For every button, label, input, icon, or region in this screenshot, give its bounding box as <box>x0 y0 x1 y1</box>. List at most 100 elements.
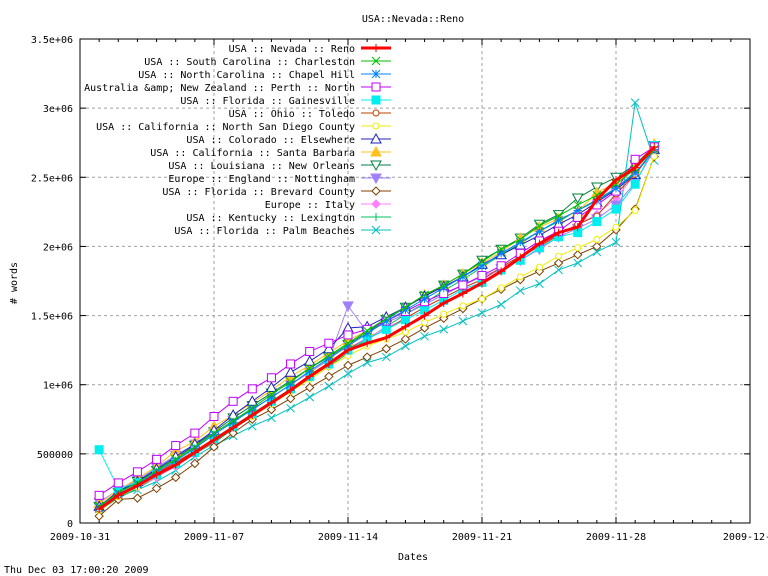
plus-marker <box>267 398 276 407</box>
legend-entry: USA :: Florida :: Brevard County <box>162 186 391 198</box>
cross-marker <box>630 98 640 107</box>
data-point-circle <box>421 318 429 326</box>
data-point-star <box>267 392 276 402</box>
x-axis-label: Dates <box>398 552 428 563</box>
series-line <box>98 102 655 510</box>
box-marker <box>343 330 353 340</box>
plus-marker <box>152 470 161 479</box>
data-point-plus <box>372 44 380 52</box>
plus-marker <box>95 505 104 514</box>
data-point-plus <box>210 436 218 445</box>
data-point-plus <box>324 359 333 368</box>
data-point-star <box>401 305 410 315</box>
y-tick-label: 500000 <box>37 450 73 461</box>
diamond-marker <box>553 258 564 268</box>
star-marker <box>371 69 381 79</box>
plus-marker <box>650 142 659 151</box>
series-line <box>98 149 655 507</box>
plus-marker <box>535 239 544 248</box>
cross-marker <box>267 413 276 423</box>
cross-marker <box>324 351 334 361</box>
cross-marker <box>554 211 563 221</box>
data-point-plus <box>420 311 429 320</box>
data-point-plus <box>631 163 640 172</box>
plot-border <box>79 38 751 524</box>
circle-marker <box>631 206 639 214</box>
data-point-cross <box>592 247 602 257</box>
plus-marker <box>248 411 257 420</box>
data-point-diamond <box>171 472 181 483</box>
data-point-box <box>171 441 181 451</box>
cross-marker <box>477 257 487 266</box>
data-point-plus <box>267 398 276 407</box>
data-point-star <box>477 261 487 271</box>
plus-marker <box>344 346 352 355</box>
filled-inverted-triangle-marker <box>370 173 382 185</box>
box-marker <box>286 359 296 369</box>
circle-marker <box>555 252 563 260</box>
data-point-fitriangle <box>342 301 354 312</box>
box-marker <box>630 154 640 164</box>
data-point-fitriangle <box>370 173 382 185</box>
data-point-cross <box>477 308 487 318</box>
plus-marker <box>190 448 199 457</box>
data-point-cross <box>401 341 410 351</box>
diamond-marker <box>573 250 583 260</box>
star-marker <box>630 168 640 178</box>
data-point-cross <box>496 244 506 254</box>
data-point-itriangle <box>370 160 382 172</box>
data-point-diamond <box>132 493 143 503</box>
cross-marker <box>362 358 372 367</box>
cross-marker <box>477 308 487 318</box>
plus-marker <box>401 322 410 331</box>
plus-marker <box>478 279 486 288</box>
data-point-fbox <box>381 324 391 334</box>
star-marker <box>247 405 257 414</box>
box-marker <box>266 373 276 383</box>
data-point-diamond <box>573 250 583 260</box>
data-point-diamond <box>553 258 564 268</box>
triangle-marker <box>284 366 297 377</box>
legend-label: Europe :: Italy <box>265 200 355 211</box>
data-point-cross <box>305 392 315 402</box>
star-marker <box>343 341 353 351</box>
box-marker <box>228 396 238 406</box>
data-point-cross <box>535 279 544 289</box>
y-tick-label: 3e+06 <box>43 104 73 115</box>
cross-marker <box>535 221 544 231</box>
data-point-cross <box>477 257 487 266</box>
circle-marker <box>372 122 380 130</box>
data-point-cross <box>535 221 544 231</box>
star-marker <box>477 261 487 271</box>
data-point-star <box>515 237 525 247</box>
triangle-marker <box>246 395 259 406</box>
y-tick-label: 2.5e+06 <box>31 173 73 184</box>
plus-marker <box>439 299 448 308</box>
data-point-star <box>286 380 295 390</box>
cross-marker <box>267 390 276 399</box>
data-point-itriangle <box>571 193 584 205</box>
data-point-diamond <box>362 352 372 362</box>
data-point-cross <box>286 403 295 413</box>
data-point-cross <box>228 416 238 426</box>
data-point-fbox <box>611 204 621 214</box>
data-point-fbox <box>400 315 410 325</box>
triangle-marker <box>303 355 316 366</box>
data-point-plus <box>95 505 104 514</box>
data-point-circle <box>516 273 524 281</box>
data-point-cross <box>458 316 468 326</box>
data-point-diamond <box>209 442 219 452</box>
legend-entry: USA :: California :: Santa Barbara <box>150 145 391 159</box>
circle-marker <box>459 302 467 310</box>
triangle-marker <box>265 381 278 392</box>
grid <box>80 39 750 523</box>
data-point-plus <box>439 299 448 308</box>
x-tick-label: 2009-12-0 <box>723 532 768 543</box>
cross-marker <box>401 302 410 312</box>
data-point-diamond <box>400 334 411 344</box>
legend-entry: USA :: Louisiana :: New Orleans <box>168 160 391 172</box>
data-point-plus <box>535 239 544 248</box>
data-point-plus <box>114 491 123 500</box>
plus-marker <box>372 44 380 52</box>
